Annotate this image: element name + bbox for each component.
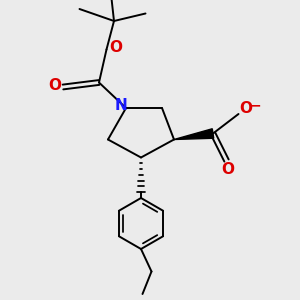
Text: −: − bbox=[249, 99, 261, 112]
Polygon shape bbox=[174, 129, 214, 140]
Text: O: O bbox=[221, 162, 235, 177]
Text: N: N bbox=[114, 98, 127, 113]
Text: O: O bbox=[239, 101, 253, 116]
Text: O: O bbox=[110, 40, 123, 55]
Text: O: O bbox=[48, 78, 61, 93]
